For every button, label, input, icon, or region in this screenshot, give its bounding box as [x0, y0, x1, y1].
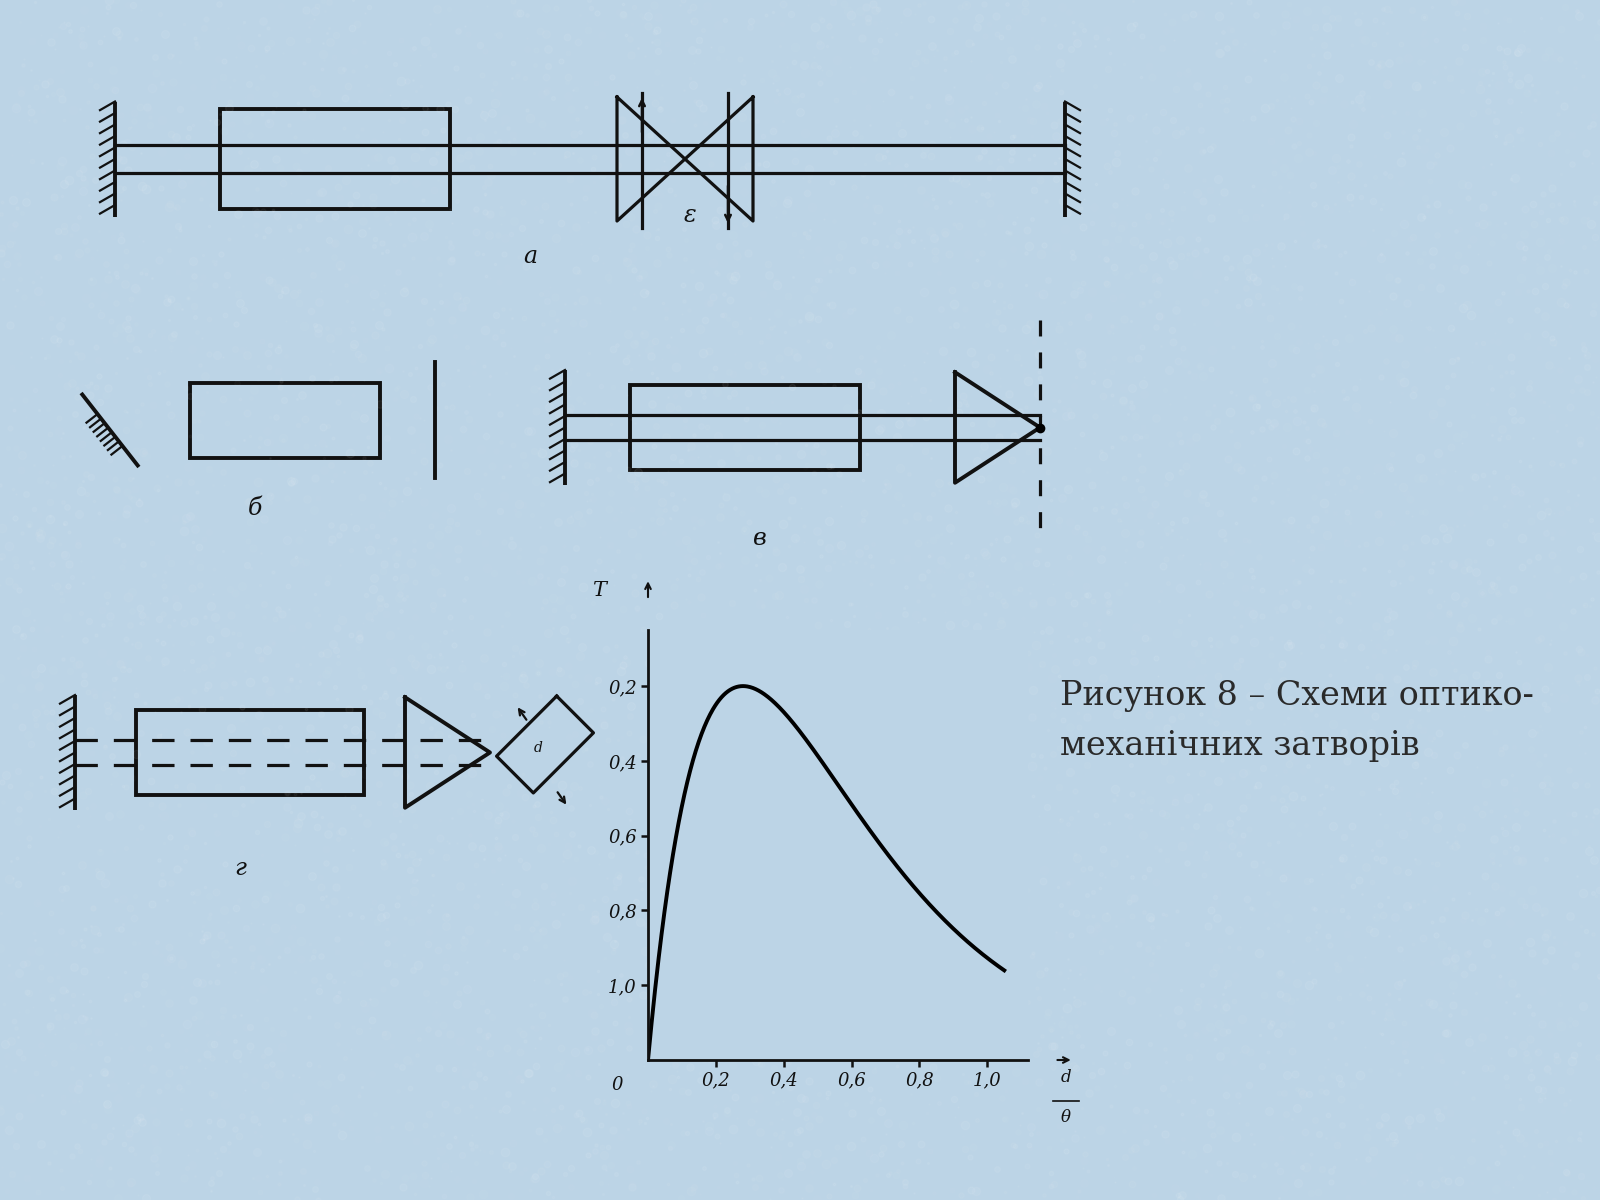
Text: d: d: [1061, 1068, 1072, 1086]
Text: 0: 0: [611, 1076, 624, 1094]
Text: г: г: [234, 857, 246, 880]
Text: ε: ε: [683, 204, 696, 227]
Text: θ: θ: [1061, 1109, 1070, 1127]
Text: T: T: [592, 581, 605, 600]
Text: Рисунок 8 – Схеми оптико-: Рисунок 8 – Схеми оптико-: [1059, 680, 1534, 712]
Bar: [136, 710, 365, 794]
Bar: [630, 385, 861, 470]
Bar: [190, 383, 381, 457]
Text: в: в: [754, 527, 766, 550]
Bar: [221, 109, 450, 209]
Text: а: а: [523, 245, 538, 268]
Text: d: d: [533, 740, 542, 755]
Text: б: б: [248, 497, 262, 520]
Text: механічних затворів: механічних затворів: [1059, 730, 1419, 762]
